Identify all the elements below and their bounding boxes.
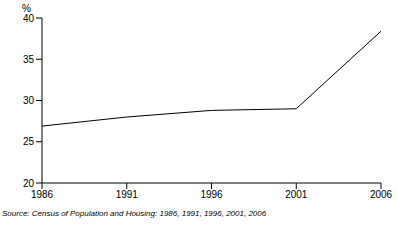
svg-text:1986: 1986 [31,189,54,200]
svg-text:1996: 1996 [200,189,223,200]
svg-text:40: 40 [23,13,35,24]
svg-text:35: 35 [23,54,35,65]
html-text:Source: Census of Population a: Source: Census of Population and Housing… [2,209,267,218]
svg-text:30: 30 [23,95,35,106]
svg-text:2006: 2006 [370,189,389,200]
svg-text:1991: 1991 [116,189,139,200]
svg-text:20: 20 [23,178,35,189]
svg-text:2001: 2001 [285,189,308,200]
svg-text:25: 25 [23,136,35,147]
